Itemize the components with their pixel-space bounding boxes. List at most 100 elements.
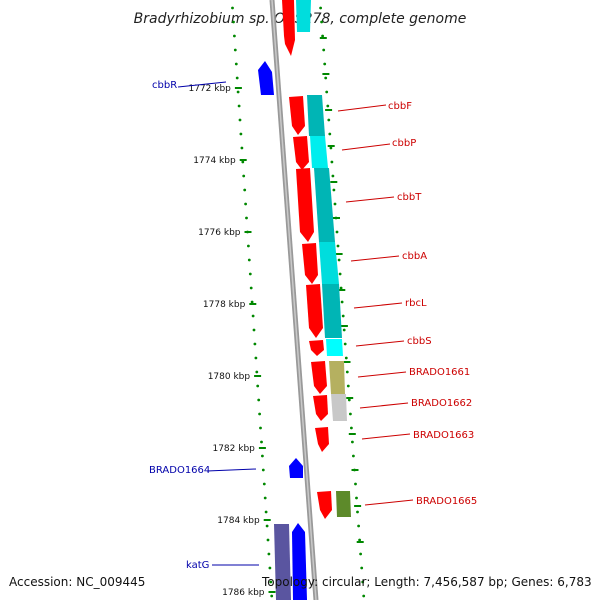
track-dot <box>340 300 344 304</box>
cog-block[interactable] <box>319 242 339 284</box>
cds-arrow-cbbT[interactable] <box>296 168 314 242</box>
gene-label-rbcL[interactable]: rbcL <box>405 298 427 309</box>
track-dot <box>343 342 347 346</box>
gene-label-cbbA[interactable]: cbbA <box>402 251 427 262</box>
cds-arrow-BRADO1661[interactable] <box>311 361 327 394</box>
cog-block[interactable] <box>296 0 311 32</box>
track-dot <box>258 412 261 416</box>
gene-label-BRADO1663[interactable]: BRADO1663 <box>413 430 474 441</box>
cog-block[interactable] <box>329 361 345 394</box>
cog-block[interactable] <box>307 95 325 136</box>
cds-arrow-katG[interactable] <box>292 523 307 600</box>
track-dot <box>338 272 342 276</box>
track-dot <box>362 594 366 598</box>
track-dot <box>361 580 365 584</box>
track-dot <box>255 370 259 374</box>
label-leader <box>357 371 407 378</box>
track-dot <box>268 566 272 570</box>
cds-arrow-BRADO1665[interactable] <box>317 491 332 519</box>
genome-backbone-highlight <box>271 0 317 600</box>
track-dot <box>244 202 248 206</box>
track-dot <box>237 104 241 108</box>
label-leader <box>355 340 405 347</box>
track-dot <box>356 510 359 514</box>
cog-block[interactable] <box>274 524 291 600</box>
reverse-cds-track <box>258 61 307 600</box>
track-dot <box>342 328 346 332</box>
track-dot <box>346 384 350 388</box>
cds-arrow-cbbA[interactable] <box>302 243 318 284</box>
cog-block[interactable] <box>314 168 335 242</box>
label-leader <box>361 433 411 440</box>
label-leader <box>341 143 391 151</box>
track-dot <box>238 118 242 122</box>
cds-arrow-cbbF[interactable] <box>289 96 305 135</box>
gene-label-BRADO1664[interactable]: BRADO1664 <box>149 465 210 476</box>
track-dot <box>339 286 343 290</box>
track-dot <box>247 244 250 248</box>
scale-tick-label: 1780 kbp <box>208 372 251 382</box>
label-leader <box>345 196 395 203</box>
track-dot <box>235 76 239 80</box>
gene-label-BRADO1662[interactable]: BRADO1662 <box>411 398 472 409</box>
track-dot <box>358 538 361 542</box>
track-dot <box>333 202 337 206</box>
track-dot <box>264 510 268 514</box>
cog-block[interactable] <box>322 284 342 338</box>
track-dot <box>259 426 262 430</box>
gene-label-cbbT[interactable]: cbbT <box>397 192 422 203</box>
track-dot <box>236 90 240 94</box>
cds-arrow[interactable] <box>282 0 295 56</box>
label-leader <box>364 499 414 506</box>
label-leader <box>353 302 403 309</box>
forward-gene-labels: cbbF cbbP cbbT cbbA rbcL cbbS BRADO1661 … <box>337 101 477 507</box>
track-dot <box>256 384 260 388</box>
track-dot <box>345 370 349 374</box>
cog-block[interactable] <box>310 136 328 168</box>
gene-label-cbbS[interactable]: cbbS <box>407 336 432 347</box>
reverse-gene-labels: cbbR BRADO1664 katG <box>149 80 259 571</box>
track-dot <box>269 580 273 584</box>
cds-arrow-rbcL[interactable] <box>306 284 323 338</box>
track-dot <box>261 468 265 472</box>
track-dot <box>253 342 257 346</box>
cds-arrow-cbbP[interactable] <box>293 136 309 170</box>
track-dot <box>233 48 237 52</box>
label-leader <box>350 255 400 262</box>
track-dot <box>337 258 341 262</box>
track-dot <box>335 230 339 234</box>
track-dot <box>347 398 351 402</box>
gene-label-BRADO1661[interactable]: BRADO1661 <box>409 367 470 378</box>
track-dot <box>352 454 355 458</box>
label-leader <box>337 104 387 112</box>
track-dot <box>242 174 246 178</box>
gene-label-cbbP[interactable]: cbbP <box>392 138 416 149</box>
track-dot <box>327 118 331 122</box>
track-dot <box>329 146 333 150</box>
track-dot <box>328 132 332 136</box>
cds-arrow-BRADO1662[interactable] <box>313 395 328 421</box>
gene-label-BRADO1665[interactable]: BRADO1665 <box>416 496 477 507</box>
gene-label-katG[interactable]: katG <box>186 560 209 571</box>
cds-arrow-cbbR[interactable] <box>258 61 274 95</box>
scale-tick-label: 1774 kbp <box>193 156 236 166</box>
cds-arrow-BRADO1664[interactable] <box>289 458 303 478</box>
track-dot <box>332 188 336 192</box>
cds-arrow-BRADO1663[interactable] <box>315 427 329 452</box>
cog-block[interactable] <box>326 339 343 356</box>
genome-stats-text: Topology: circular; Length: 7,456,587 bp… <box>261 575 592 589</box>
cog-block[interactable] <box>331 394 347 421</box>
track-dot <box>354 482 357 486</box>
track-dot <box>260 440 263 444</box>
track-dot <box>331 174 335 178</box>
track-dot <box>240 146 244 150</box>
cog-block[interactable] <box>336 491 351 517</box>
track-dot <box>355 496 358 500</box>
track-dot <box>251 314 255 318</box>
cds-arrow-cbbS[interactable] <box>309 340 324 356</box>
gc-skew-dotted-track <box>231 6 274 598</box>
track-dot <box>323 62 327 66</box>
track-dot <box>326 104 330 108</box>
gene-label-cbbF[interactable]: cbbF <box>388 101 412 112</box>
gene-label-cbbR[interactable]: cbbR <box>152 80 177 91</box>
